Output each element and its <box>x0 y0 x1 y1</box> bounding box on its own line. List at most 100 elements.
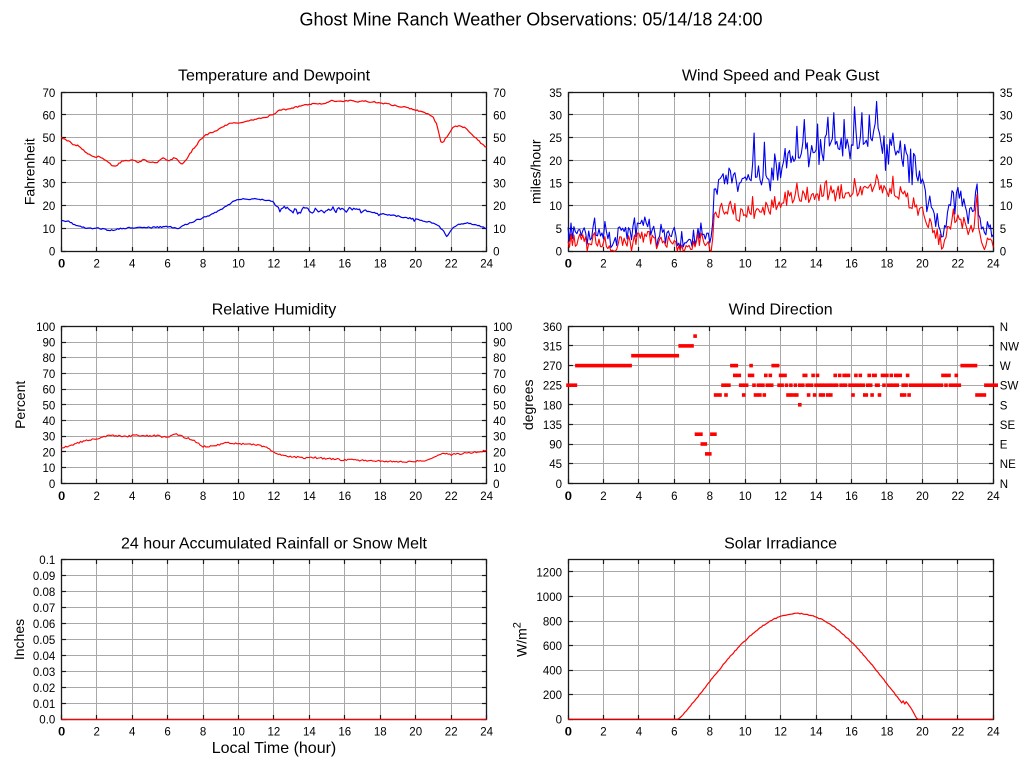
svg-text:0: 0 <box>556 247 562 259</box>
svg-text:Temperature and Dewpoint: Temperature and Dewpoint <box>178 68 371 85</box>
svg-text:0: 0 <box>565 727 571 739</box>
svg-text:12: 12 <box>268 259 281 271</box>
svg-text:5: 5 <box>1000 224 1006 236</box>
svg-text:0.02: 0.02 <box>33 683 55 695</box>
svg-text:30: 30 <box>1000 111 1013 123</box>
svg-text:30: 30 <box>43 179 56 191</box>
svg-text:20: 20 <box>916 727 929 739</box>
svg-text:0: 0 <box>493 247 499 259</box>
svg-text:6: 6 <box>671 727 677 739</box>
svg-text:20: 20 <box>43 447 56 459</box>
svg-text:14: 14 <box>303 259 316 271</box>
svg-text:12: 12 <box>268 491 281 503</box>
svg-text:45: 45 <box>549 459 562 471</box>
svg-text:18: 18 <box>374 259 387 271</box>
svg-text:Local Time (hour): Local Time (hour) <box>212 740 337 757</box>
svg-text:0: 0 <box>49 479 55 491</box>
svg-text:0: 0 <box>565 727 571 739</box>
svg-text:NE: NE <box>1000 459 1016 471</box>
svg-text:14: 14 <box>810 491 823 503</box>
svg-text:20: 20 <box>409 727 422 739</box>
svg-text:16: 16 <box>845 259 858 271</box>
svg-text:Inches: Inches <box>11 619 27 660</box>
svg-text:10: 10 <box>232 259 245 271</box>
svg-text:40: 40 <box>43 416 56 428</box>
svg-text:10: 10 <box>739 259 752 271</box>
svg-text:20: 20 <box>1000 156 1013 168</box>
svg-text:18: 18 <box>374 727 387 739</box>
svg-text:50: 50 <box>43 133 56 145</box>
svg-text:600: 600 <box>543 641 562 653</box>
svg-text:2: 2 <box>93 727 99 739</box>
svg-text:Wind Speed and Peak Gust: Wind Speed and Peak Gust <box>682 68 880 85</box>
svg-text:80: 80 <box>43 353 56 365</box>
svg-text:60: 60 <box>43 111 56 123</box>
svg-text:10: 10 <box>43 463 56 475</box>
svg-text:70: 70 <box>493 369 506 381</box>
svg-text:60: 60 <box>493 385 506 397</box>
svg-text:6: 6 <box>671 259 677 271</box>
svg-text:14: 14 <box>810 259 823 271</box>
svg-text:40: 40 <box>493 416 506 428</box>
svg-text:22: 22 <box>445 259 458 271</box>
svg-text:0: 0 <box>493 479 499 491</box>
svg-text:6: 6 <box>164 491 170 503</box>
svg-text:16: 16 <box>845 491 858 503</box>
svg-text:2: 2 <box>600 259 606 271</box>
svg-text:100: 100 <box>36 322 55 334</box>
svg-text:35: 35 <box>549 88 562 100</box>
svg-text:0: 0 <box>565 259 571 271</box>
svg-text:50: 50 <box>493 400 506 412</box>
svg-text:12: 12 <box>774 259 787 271</box>
svg-text:135: 135 <box>543 420 562 432</box>
svg-text:24: 24 <box>480 491 493 503</box>
svg-text:90: 90 <box>493 338 506 350</box>
svg-text:6: 6 <box>164 259 170 271</box>
svg-text:0.06: 0.06 <box>33 619 55 631</box>
svg-text:6: 6 <box>671 491 677 503</box>
svg-text:15: 15 <box>549 179 562 191</box>
svg-text:SW: SW <box>1000 381 1019 393</box>
svg-text:12: 12 <box>774 491 787 503</box>
svg-text:225: 225 <box>543 381 562 393</box>
svg-text:70: 70 <box>493 88 506 100</box>
svg-text:24: 24 <box>480 727 493 739</box>
svg-text:22: 22 <box>445 727 458 739</box>
svg-text:20: 20 <box>493 201 506 213</box>
svg-text:60: 60 <box>493 111 506 123</box>
svg-text:40: 40 <box>43 156 56 168</box>
svg-text:miles/hour: miles/hour <box>528 139 544 204</box>
svg-text:Wind Direction: Wind Direction <box>729 302 833 319</box>
svg-text:Relative Humidity: Relative Humidity <box>212 302 336 319</box>
svg-text:35: 35 <box>1000 88 1013 100</box>
svg-text:8: 8 <box>707 491 713 503</box>
svg-text:0: 0 <box>556 479 562 491</box>
svg-text:0.03: 0.03 <box>33 667 55 679</box>
svg-text:24: 24 <box>987 259 1000 271</box>
svg-text:16: 16 <box>338 491 351 503</box>
svg-text:0.09: 0.09 <box>33 571 55 583</box>
svg-text:24 hour Accumulated Rainfall o: 24 hour Accumulated Rainfall or Snow Mel… <box>121 536 427 553</box>
svg-text:4: 4 <box>129 259 136 271</box>
svg-text:5: 5 <box>556 224 562 236</box>
svg-text:Percent: Percent <box>12 381 28 429</box>
svg-text:10: 10 <box>739 491 752 503</box>
svg-text:60: 60 <box>43 385 56 397</box>
svg-text:30: 30 <box>43 432 56 444</box>
svg-text:70: 70 <box>43 88 56 100</box>
svg-text:W: W <box>1000 361 1011 373</box>
svg-text:24: 24 <box>480 259 493 271</box>
svg-text:8: 8 <box>200 491 206 503</box>
svg-text:0: 0 <box>565 259 571 271</box>
svg-text:degrees: degrees <box>520 380 536 431</box>
svg-text:70: 70 <box>43 369 56 381</box>
svg-text:30: 30 <box>549 111 562 123</box>
svg-text:2: 2 <box>93 491 99 503</box>
svg-text:16: 16 <box>338 259 351 271</box>
svg-text:4: 4 <box>129 491 136 503</box>
svg-text:18: 18 <box>374 491 387 503</box>
svg-text:0.04: 0.04 <box>33 651 56 663</box>
svg-text:0.05: 0.05 <box>33 635 55 647</box>
svg-text:10: 10 <box>493 463 506 475</box>
svg-text:22: 22 <box>445 491 458 503</box>
